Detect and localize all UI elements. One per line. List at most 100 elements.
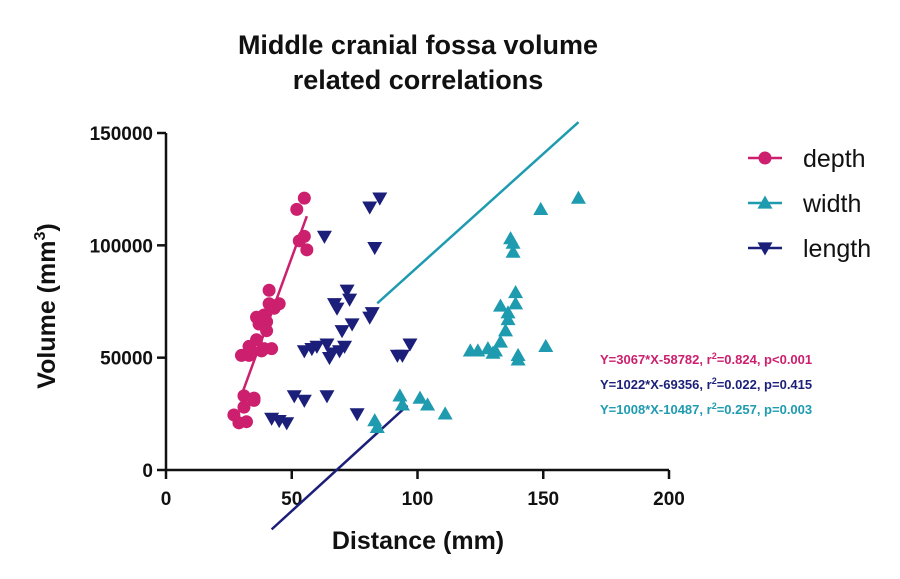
length-point <box>394 349 410 363</box>
length-point <box>319 338 335 352</box>
length-point <box>296 394 312 408</box>
length-point <box>316 230 332 244</box>
regression-equations: Y=3067*X-58782, r2=0.824, p<0.001 Y=1022… <box>600 351 812 417</box>
depth-point <box>260 315 274 329</box>
y-tick-label: 150000 <box>90 124 153 145</box>
data-points <box>227 190 586 433</box>
legend-marker <box>757 242 773 256</box>
x-tick-label: 0 <box>161 489 172 510</box>
length-point <box>364 307 380 321</box>
equation-length-sup: 2 <box>712 376 717 386</box>
depth-point <box>245 344 259 358</box>
width-point <box>420 397 436 411</box>
depth-point <box>297 229 311 243</box>
depth-point <box>260 324 274 338</box>
width-point <box>498 323 514 337</box>
width-point <box>437 406 453 420</box>
legend-item-width: width <box>748 190 861 218</box>
equation-depth-stats: =0.824, p<0.001 <box>717 352 812 367</box>
equation-length-stats: =0.022, p=0.415 <box>717 377 812 392</box>
equation-width-stats: =0.257, p=0.003 <box>717 402 812 417</box>
legend-marker <box>757 195 773 209</box>
x-tick-label: 100 <box>402 489 434 510</box>
chart-title-line-1: Middle cranial fossa volume <box>238 30 598 60</box>
length-series <box>264 192 418 431</box>
width-point <box>570 190 586 204</box>
width-point <box>487 343 503 357</box>
length-point <box>349 408 365 422</box>
equation-length-main: Y=1022*X-69356, r <box>600 377 712 392</box>
width-series <box>367 190 586 433</box>
length-point <box>279 417 295 431</box>
length-point <box>339 284 355 298</box>
length-point <box>362 201 378 215</box>
length-point <box>342 293 358 307</box>
legend-item-depth: depth <box>748 145 866 173</box>
x-tick-label: 150 <box>527 489 559 510</box>
depth-series <box>227 191 314 430</box>
length-point <box>367 241 383 256</box>
equation-depth-main: Y=3067*X-58782, r <box>600 352 712 367</box>
chart-title: Middle cranial fossa volume related corr… <box>238 30 598 95</box>
legend-label: length <box>803 235 871 263</box>
length-point <box>372 192 388 206</box>
depth-point <box>300 243 314 257</box>
depth-point <box>290 202 304 216</box>
y-axis-title: Volume (mm3) <box>32 223 61 388</box>
legend-item-length: length <box>748 235 871 263</box>
depth-point <box>272 297 286 311</box>
width-point <box>505 235 521 249</box>
width-point <box>500 305 516 319</box>
legend-label: depth <box>803 145 866 173</box>
y-tick-label: 50000 <box>100 349 153 370</box>
depth-point <box>237 389 251 403</box>
width-point <box>394 397 410 411</box>
legend-marker <box>758 151 772 165</box>
length-point <box>402 338 418 352</box>
equation-width: Y=1008*X-10487, r2=0.257, p=0.003 <box>600 401 812 417</box>
y-ticks: 0 50000 100000 150000 <box>90 124 166 482</box>
length-point <box>286 390 302 404</box>
depth-point <box>247 391 261 405</box>
legend: depth width length <box>748 145 871 263</box>
equation-length: Y=1022*X-69356, r2=0.022, p=0.415 <box>600 376 812 392</box>
width-point <box>492 298 508 312</box>
width-point <box>505 244 521 258</box>
x-tick-label: 50 <box>281 489 302 510</box>
depth-point <box>262 283 276 297</box>
equation-width-main: Y=1008*X-10487, r <box>600 402 712 417</box>
length-point <box>337 340 353 354</box>
width-regression-line <box>376 121 580 305</box>
x-axis-title: Distance (mm) <box>332 527 504 555</box>
x-tick-label: 200 <box>653 489 685 510</box>
y-tick-label: 0 <box>142 461 153 482</box>
y-axis-title-close: ) <box>33 223 61 231</box>
length-point <box>309 340 325 354</box>
depth-point <box>239 415 253 429</box>
width-point <box>510 352 526 366</box>
equation-depth: Y=3067*X-58782, r2=0.824, p<0.001 <box>600 351 812 367</box>
width-point <box>392 388 408 402</box>
width-point <box>369 419 385 433</box>
depth-point <box>297 191 311 205</box>
width-point <box>412 390 428 404</box>
depth-point <box>237 400 251 414</box>
width-point <box>508 296 524 310</box>
y-tick-label: 100000 <box>90 236 153 257</box>
width-point <box>508 285 524 299</box>
equation-depth-sup: 2 <box>712 351 717 361</box>
width-point <box>538 338 554 353</box>
depth-point <box>265 342 279 356</box>
y-axis-title-base: Volume (mm <box>33 241 61 389</box>
length-point <box>334 325 350 339</box>
depth-point <box>250 333 264 347</box>
length-regression-line <box>270 404 409 531</box>
width-point <box>500 311 516 326</box>
width-point <box>492 334 508 348</box>
equation-width-sup: 2 <box>712 401 717 411</box>
legend-label: width <box>802 190 861 218</box>
length-point <box>319 390 335 404</box>
regression-lines <box>240 121 580 531</box>
width-point <box>533 201 549 216</box>
